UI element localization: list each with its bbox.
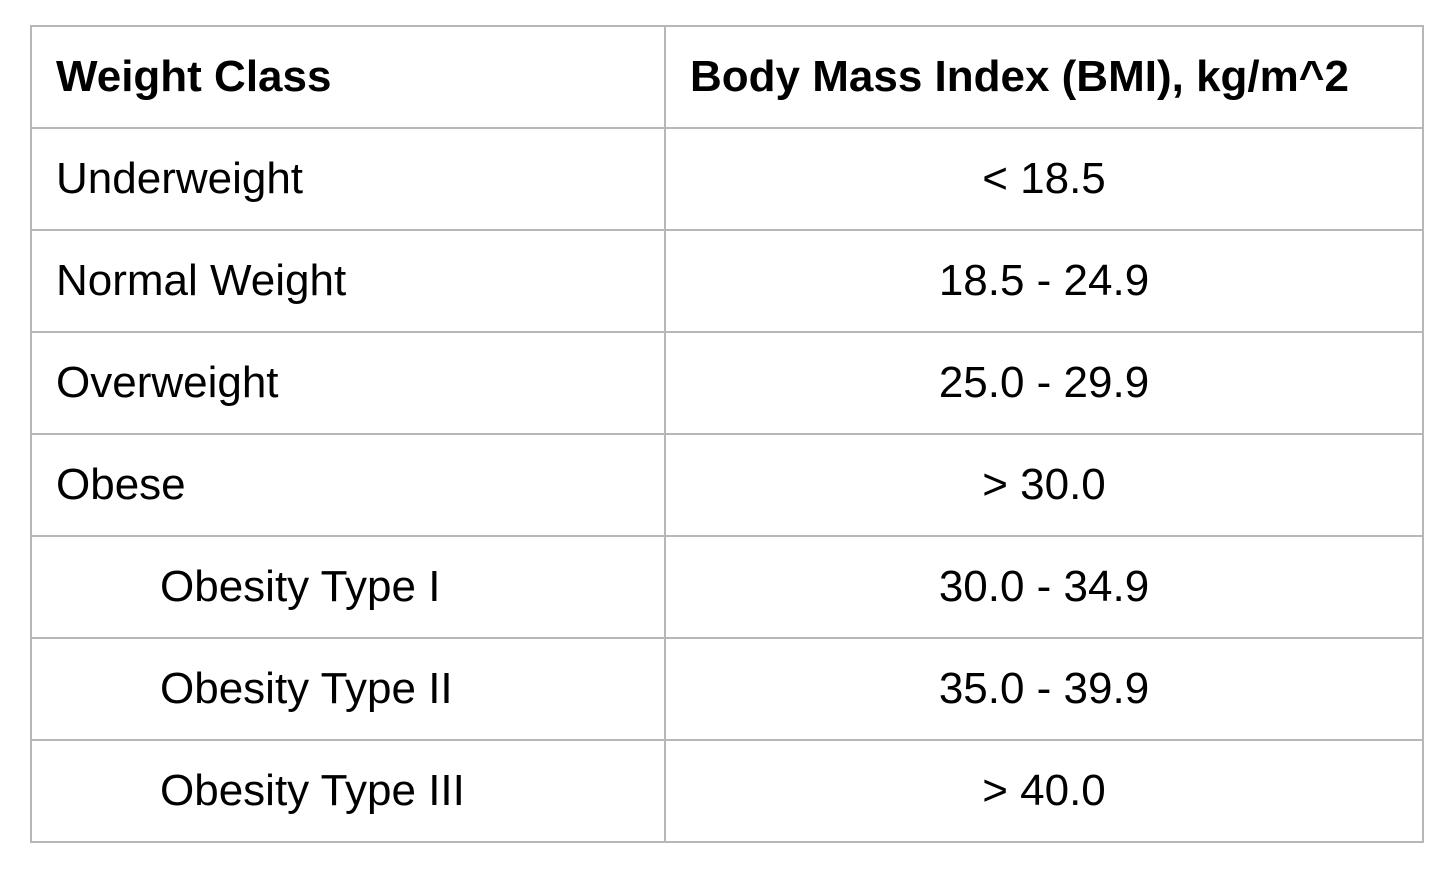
weight-class-cell: Normal Weight (30, 229, 666, 333)
weight-class-cell: Obesity Type II (30, 637, 666, 741)
weight-class-cell: Underweight (30, 127, 666, 231)
bmi-value-cell: 18.5 - 24.9 (664, 229, 1424, 333)
bmi-value-cell: > 30.0 (664, 433, 1424, 537)
bmi-value-cell: < 18.5 (664, 127, 1424, 231)
header-bmi: Body Mass Index (BMI), kg/m^2 (664, 25, 1424, 129)
table-row: Obese > 30.0 (30, 433, 1424, 537)
table-header: Weight Class Body Mass Index (BMI), kg/m… (30, 25, 1424, 129)
bmi-value-cell: 25.0 - 29.9 (664, 331, 1424, 435)
table-row: Obesity Type I 30.0 - 34.9 (30, 535, 1424, 639)
bmi-value-cell: > 40.0 (664, 739, 1424, 843)
table-row: Overweight 25.0 - 29.9 (30, 331, 1424, 435)
weight-class-cell: Obesity Type III (30, 739, 666, 843)
weight-class-cell: Obesity Type I (30, 535, 666, 639)
table-row: Obesity Type II 35.0 - 39.9 (30, 637, 1424, 741)
weight-class-cell: Overweight (30, 331, 666, 435)
weight-class-cell: Obese (30, 433, 666, 537)
table-row: Obesity Type III > 40.0 (30, 739, 1424, 843)
table-row: Normal Weight 18.5 - 24.9 (30, 229, 1424, 333)
table-body: Underweight < 18.5 Normal Weight 18.5 - … (30, 127, 1424, 843)
bmi-value-cell: 30.0 - 34.9 (664, 535, 1424, 639)
header-weight-class: Weight Class (30, 25, 666, 129)
bmi-table: Weight Class Body Mass Index (BMI), kg/m… (30, 25, 1424, 843)
bmi-value-cell: 35.0 - 39.9 (664, 637, 1424, 741)
header-row: Weight Class Body Mass Index (BMI), kg/m… (30, 25, 1424, 129)
table-row: Underweight < 18.5 (30, 127, 1424, 231)
